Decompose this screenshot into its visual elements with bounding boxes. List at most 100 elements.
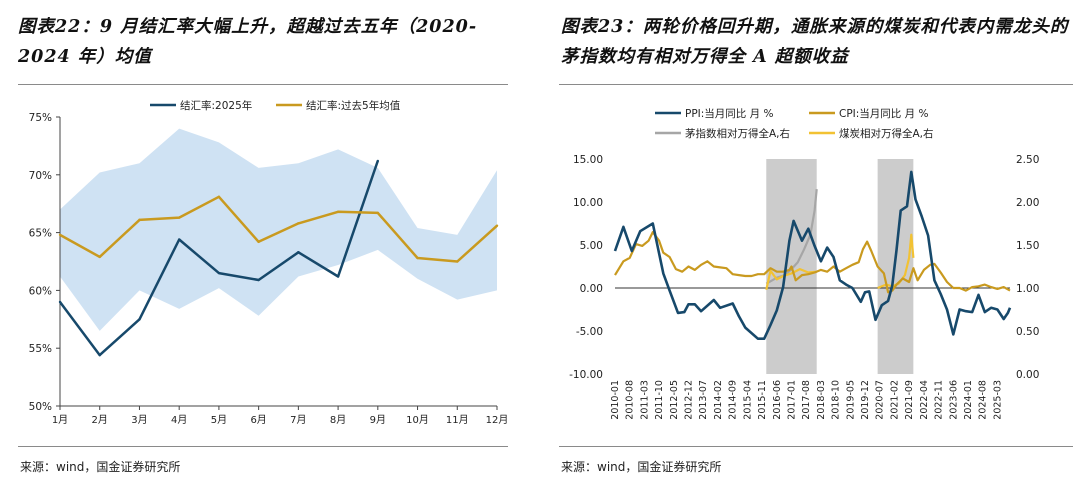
x-tick-label: 2024-01 — [963, 380, 974, 420]
right-source-note: 来源：wind，国金证券研究所 — [561, 460, 722, 474]
y-tick-label: 55% — [29, 343, 52, 355]
series-line-ppi — [613, 170, 1012, 340]
x-tick-label: 8月 — [330, 414, 346, 426]
data-point — [138, 318, 141, 321]
data-point — [58, 300, 62, 304]
left-y-tick-label: 15.00 — [573, 154, 603, 166]
x-tick-label: 2018-10 — [831, 380, 842, 420]
data-point — [297, 251, 300, 254]
series-line-5yr-average — [59, 195, 498, 263]
data-point — [98, 255, 101, 259]
x-tick-label: 3月 — [131, 414, 147, 426]
left-y-tick-label: 0.00 — [580, 283, 603, 295]
x-tick-label: 2014-02 — [713, 380, 724, 420]
right-chart-title: 图表23：两轮价格回升期，通胀来源的煤炭和代表内需龙头的茅指数均有相对万得全 A… — [561, 17, 1069, 67]
x-tick-label: 2014-09 — [728, 380, 739, 420]
right-title-rule — [559, 84, 1073, 85]
legend-label: 结汇率:过去5年均值 — [306, 99, 401, 112]
legend-label: 结汇率:2025年 — [180, 99, 252, 112]
data-point — [138, 218, 141, 222]
x-tick-label: 2012-12 — [684, 380, 695, 420]
left-chart: 50% 55% 60% 65% 70% 75% 1月 2月 3月 4月 5月 6月 7月 8月 9月 10月 1… — [29, 99, 509, 426]
left-title-rule — [18, 84, 508, 85]
x-tick-label: 2010-01 — [610, 380, 621, 420]
x-tick-label: 2013-07 — [698, 380, 709, 420]
x-tick-label: 12月 — [486, 414, 509, 426]
data-point — [257, 240, 260, 244]
x-tick-label: 2018-03 — [816, 380, 827, 420]
x-tick-label: 2017-01 — [786, 380, 797, 420]
x-tick-label: 10月 — [406, 414, 429, 426]
legend-label: PPI:当月同比 月 % — [685, 107, 773, 120]
x-tick-label: 9月 — [370, 414, 386, 426]
x-tick-label: 1月 — [52, 414, 68, 426]
y-tick-label: 60% — [29, 285, 52, 297]
x-tick-label: 2010-08 — [625, 380, 636, 420]
x-tick-label: 2024-08 — [978, 380, 989, 420]
data-point — [376, 159, 380, 163]
x-tick-label: 2023-06 — [948, 380, 959, 420]
x-tick-label: 2019-12 — [860, 380, 871, 420]
right-y-tick-label: 2.00 — [1016, 197, 1039, 209]
x-tick-label: 2016-06 — [772, 380, 783, 420]
x-tick-label: 7月 — [290, 414, 306, 426]
left-y-tick-label: 5.00 — [580, 240, 603, 252]
x-tick-label: 2021-02 — [889, 380, 900, 420]
right-figure-panel: 图表23：两轮价格回升期，通胀来源的煤炭和代表内需龙头的茅指数均有相对万得全 A… — [555, 0, 1080, 486]
x-tick-label: 4月 — [171, 414, 187, 426]
y-tick-label: 70% — [29, 170, 52, 182]
data-point — [177, 238, 181, 241]
x-tick-label: 2022-04 — [919, 380, 930, 420]
x-tick-label: 11月 — [446, 414, 469, 426]
x-tick-label: 2022-11 — [934, 380, 945, 420]
legend-label: CPI:当月同比 月 % — [839, 107, 928, 120]
x-tick-label: 2012-05 — [669, 380, 680, 420]
left-source-rule — [18, 446, 508, 447]
x-tick-label: 2020-07 — [875, 380, 886, 420]
x-tick-label: 2015-04 — [742, 380, 753, 420]
y-tick-label: 75% — [29, 112, 52, 124]
y-tick-label: 65% — [29, 228, 52, 240]
right-y-tick-label: 2.50 — [1016, 154, 1039, 166]
data-point — [495, 224, 499, 227]
x-tick-label: 2019-05 — [845, 380, 856, 420]
x-tick-label: 2011-10 — [654, 380, 665, 420]
x-tick-label: 2017-08 — [801, 380, 812, 420]
data-point — [416, 256, 419, 260]
right-y-tick-label: 1.00 — [1016, 283, 1039, 295]
data-point — [257, 278, 260, 282]
x-tick-label: 6月 — [250, 414, 266, 426]
data-point — [456, 260, 459, 263]
right-source-rule — [559, 446, 1073, 447]
data-point — [217, 195, 221, 198]
left-chart-title: 图表22：9 月结汇率大幅上升，超越过去五年（2020-2024 年）均值 — [18, 17, 478, 67]
legend-label: 茅指数相对万得全A,右 — [685, 127, 790, 140]
data-point — [297, 222, 300, 225]
series-line-cpi — [614, 231, 1011, 294]
legend-label: 煤炭相对万得全A,右 — [839, 127, 934, 140]
data-point — [58, 233, 62, 237]
left-y-tick-label: -10.00 — [569, 369, 603, 381]
left-y-tick-label: 10.00 — [573, 197, 603, 209]
left-source-note: 来源：wind，国金证券研究所 — [20, 460, 181, 474]
right-y-tick-label: 0.00 — [1016, 369, 1039, 381]
x-tick-label: 5月 — [211, 414, 227, 426]
data-point — [336, 275, 340, 278]
x-tick-label: 2月 — [92, 414, 108, 426]
right-y-tick-label: 0.50 — [1016, 326, 1039, 338]
data-point — [376, 211, 380, 215]
left-y-tick-label: -5.00 — [576, 326, 603, 338]
x-tick-label: 2015-11 — [757, 380, 768, 420]
x-tick-label: 2011-03 — [639, 380, 650, 420]
data-point — [177, 216, 181, 219]
data-point — [336, 210, 340, 213]
x-tick-label: 2021-09 — [904, 380, 915, 420]
x-tick-label: 2025-03 — [992, 380, 1003, 420]
right-y-tick-label: 1.50 — [1016, 240, 1039, 252]
data-point — [217, 271, 221, 275]
right-chart: -10.00 -5.00 0.00 5.00 10.00 15.00 0.00 0.50 1.0… — [569, 107, 1039, 420]
data-point — [98, 353, 101, 357]
y-tick-label: 50% — [29, 401, 52, 413]
range-band — [60, 128, 497, 331]
left-figure-panel: 图表22：9 月结汇率大幅上升，超越过去五年（2020-2024 年）均值 50… — [0, 0, 520, 486]
